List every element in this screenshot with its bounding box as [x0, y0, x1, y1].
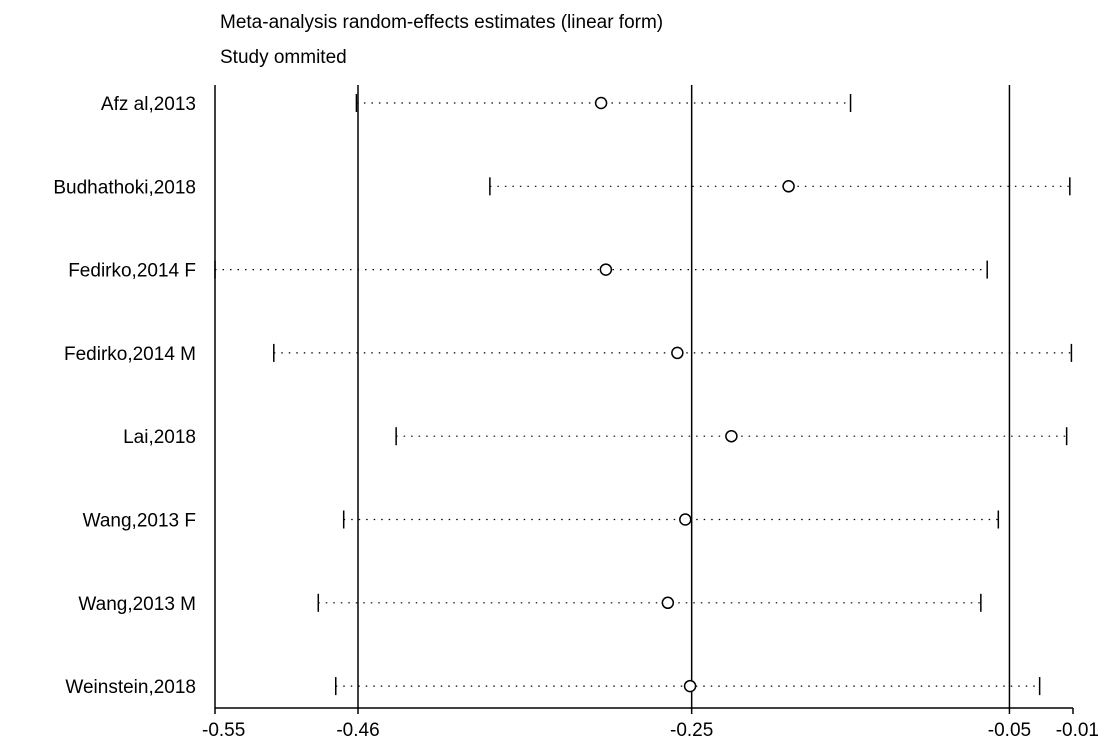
study-label: Lai,2018: [123, 427, 196, 448]
study-row: Fedirko,2014 F: [68, 260, 988, 282]
study-row: Wang,2013 F: [83, 510, 1000, 532]
study-row: Lai,2018: [123, 427, 1068, 448]
study-label: Afz al,2013: [101, 94, 196, 115]
x-tick-label: -0.01: [1056, 720, 1099, 741]
point-estimate: [679, 513, 692, 526]
study-row: Weinstein,2018: [65, 677, 1041, 698]
x-tick-label: -0.46: [336, 720, 379, 741]
reference-lines: [357, 85, 1011, 708]
point-estimate: [725, 429, 738, 443]
point-estimate: [671, 346, 684, 360]
point-estimate: [782, 180, 795, 193]
study-label: Wang,2013 F: [83, 511, 196, 532]
study-label: Budhathoki,2018: [53, 177, 196, 198]
point-estimate: [594, 96, 608, 110]
study-row: Afz al,2013: [101, 94, 852, 115]
study-label: Wang,2013 M: [78, 594, 196, 615]
study-rows: Afz al,2013 Budhathoki,2018 Fedirko,2014 F…: [53, 94, 1073, 698]
x-tick-label: -0.05: [988, 720, 1031, 741]
point-estimate: [683, 679, 697, 693]
study-label: Fedirko,2014 F: [68, 261, 196, 282]
x-tick-label: -0.55: [202, 720, 245, 741]
point-estimate: [661, 596, 675, 610]
study-label: Fedirko,2014 M: [64, 344, 196, 365]
study-row: Wang,2013 M: [78, 593, 982, 615]
chart-title: Meta-analysis random-effects estimates (…: [220, 12, 663, 33]
x-axis: [214, 85, 1073, 709]
point-estimate: [599, 263, 613, 276]
study-row: Budhathoki,2018: [53, 177, 1071, 198]
chart-subtitle: Study ommited: [220, 47, 347, 68]
x-tick-label: -0.25: [670, 720, 713, 741]
study-label: Weinstein,2018: [65, 677, 196, 698]
study-row: Fedirko,2014 M: [64, 343, 1073, 365]
x-axis-ticks: -0.55 -0.46 -0.25 -0.05 -0.01: [202, 708, 1099, 741]
